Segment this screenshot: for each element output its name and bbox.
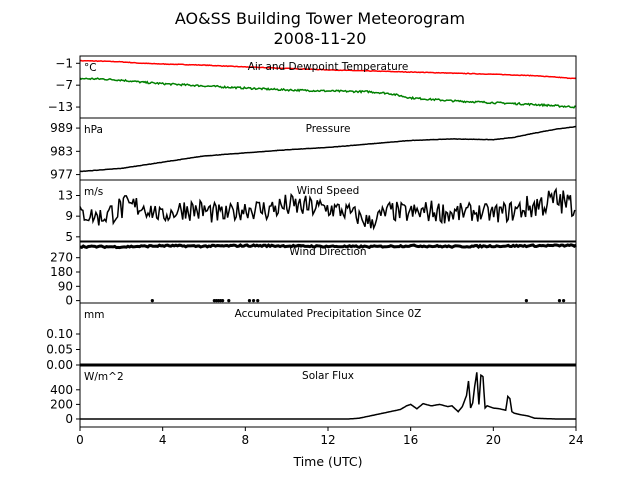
y-tick-label: 0.05: [46, 343, 73, 357]
y-tick-label: 200: [50, 397, 73, 411]
figure-title-line2: 2008-11-20: [274, 29, 367, 48]
y-tick-label: 5: [65, 230, 73, 244]
y-tick-label: 989: [50, 121, 73, 135]
x-tick-label: 0: [76, 433, 84, 447]
wind-speed-line: [79, 187, 576, 231]
panel-unit: mm: [84, 309, 104, 321]
x-tick-label: 8: [242, 433, 250, 447]
wind-direction-trace: [79, 243, 577, 250]
panel-1: −1 −7 −13 Air and Dewpoint Temperature °C: [48, 55, 577, 119]
wind-direction-point: [252, 299, 256, 303]
panel-title: Solar Flux: [302, 370, 354, 382]
panels-group: −1 −7 −13 Air and Dewpoint Temperature °C 977…: [46, 55, 577, 428]
panel-3: 5 9 13 Wind Speed m/s: [58, 179, 577, 244]
panel-title: Accumulated Precipitation Since 0Z: [235, 308, 422, 320]
panel-unit: °C: [84, 62, 97, 74]
y-tick-label: −7: [55, 78, 73, 92]
wind-direction-point: [557, 299, 562, 303]
y-tick-label: 9: [65, 209, 73, 223]
series-line-1-2: [79, 77, 577, 109]
y-tick-label: 0.00: [46, 358, 73, 372]
wind-direction-point: [221, 299, 225, 303]
y-tick-label: −13: [48, 100, 73, 114]
series-line-1-1: [79, 59, 577, 80]
panel-unit: hPa: [84, 124, 103, 136]
panel-title: Air and Dewpoint Temperature: [248, 61, 409, 73]
x-tick-label: 20: [486, 433, 501, 447]
x-tick-label: 12: [320, 433, 335, 447]
y-tick-label: 0: [65, 294, 73, 308]
figure-title-line1: AO&SS Building Tower Meteorogram: [175, 9, 465, 28]
panel-frame: [79, 179, 577, 243]
panel-title: Pressure: [306, 123, 351, 135]
y-tick-label: 400: [50, 383, 73, 397]
series-line-6-1: [80, 372, 576, 420]
series-line-2-1: [79, 125, 577, 173]
x-tick-label: 24: [568, 433, 583, 447]
wind-direction-point: [524, 299, 529, 303]
wind-direction-point: [227, 299, 231, 303]
y-tick-label: 0: [65, 412, 73, 426]
y-tick-label: 0.10: [46, 327, 73, 341]
panel-2: 977 983 989 Pressure hPa: [50, 117, 577, 182]
y-tick-label: 180: [50, 265, 73, 279]
x-axis: 0 4 8 12 16 20 24: [76, 427, 584, 447]
y-tick-label: 90: [58, 279, 73, 293]
panel-5: 0.000.05 0.10 Accumulated Precipitation Si…: [46, 302, 577, 372]
y-tick-label: 983: [50, 144, 73, 158]
x-axis-label: Time (UTC): [292, 454, 362, 469]
x-tick-label: 4: [159, 433, 167, 447]
wind-direction-point: [247, 299, 252, 303]
y-tick-label: 13: [58, 189, 73, 203]
wind-direction-point: [150, 299, 154, 303]
wind-direction-point: [562, 299, 566, 303]
y-tick-label: −1: [55, 56, 73, 70]
panel-title: Wind Speed: [297, 185, 360, 197]
wind-direction-point: [256, 299, 260, 303]
panel-unit: W/m^2: [84, 371, 124, 383]
panel-unit: m/s: [84, 186, 103, 198]
y-tick-label: 977: [50, 168, 73, 182]
y-tick-label: 270: [50, 251, 73, 265]
x-tick-label: 16: [403, 433, 418, 447]
panel-title: Wind Direction: [289, 246, 366, 258]
